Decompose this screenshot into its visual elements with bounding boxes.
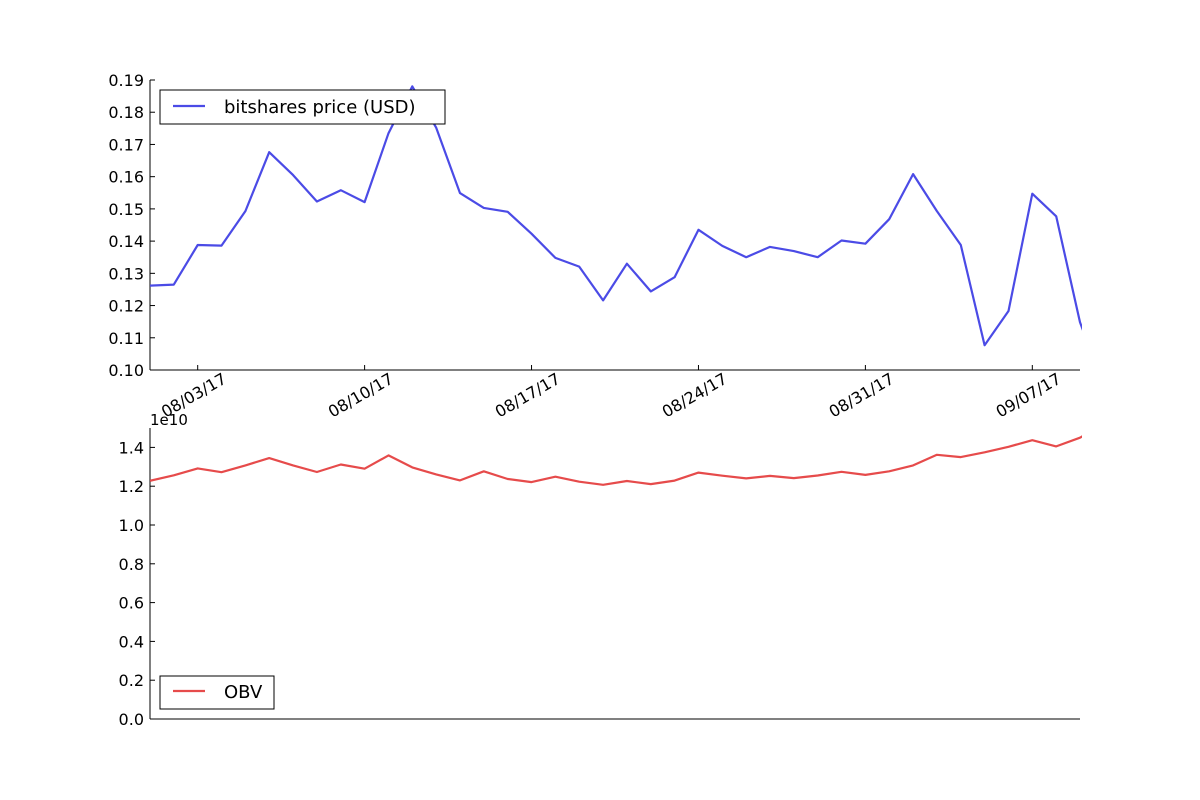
- obv-legend-label: OBV: [224, 682, 263, 703]
- y-tick-label: 1.0: [119, 516, 144, 535]
- y-tick-label: 1.2: [119, 477, 144, 496]
- price-panel: 0.10 0.11 0.12 0.13 0.14 0.15 0.16 0.17 0.18 0.19…: [108, 71, 1082, 421]
- y-tick-label: 0.19: [108, 71, 144, 90]
- x-tick-label: 08/31/17: [826, 369, 898, 421]
- obv-series-line: [150, 435, 1082, 486]
- obv-legend-box: [159, 675, 275, 710]
- x-tick-label: 08/24/17: [659, 369, 731, 421]
- y-tick-label: 0.17: [108, 135, 144, 154]
- y-tick-label: 0.0: [119, 710, 144, 729]
- x-tick-label: 09/07/17: [993, 369, 1065, 421]
- y-tick-label: 0.11: [108, 329, 144, 348]
- y-tick-label: 1.4: [119, 438, 144, 457]
- price-y-axis: 0.10 0.11 0.12 0.13 0.14 0.15 0.16 0.17 0.18 0.19: [108, 71, 155, 380]
- y-tick-label: 0.6: [119, 594, 144, 613]
- price-legend: bitshares price (USD): [159, 89, 446, 125]
- price-legend-label: bitshares price (USD): [224, 97, 416, 118]
- x-tick-label: 08/10/17: [325, 369, 397, 421]
- obv-y-axis: 0.0 0.2 0.4 0.6 0.8 1.0 1.2 1.4: [119, 438, 155, 729]
- y-tick-label: 0.4: [119, 632, 144, 651]
- y-tick-label: 0.13: [108, 264, 144, 283]
- y-tick-label: 0.18: [108, 103, 144, 122]
- price-x-axis: 08/03/17 08/10/17 08/17/17 08/24/17 08/31/17…: [158, 365, 1064, 421]
- price-legend-box: [159, 89, 446, 125]
- obv-panel: 0.0 0.2 0.4 0.6 0.8 1.0 1.2 1.4 1e10 OBV: [119, 411, 1082, 729]
- obv-offset-text: 1e10: [150, 411, 188, 429]
- y-tick-label: 0.10: [108, 361, 144, 380]
- price-series-line: [150, 85, 1082, 347]
- y-tick-label: 0.8: [119, 555, 144, 574]
- y-tick-label: 0.14: [108, 232, 144, 251]
- obv-legend: OBV: [159, 675, 275, 710]
- y-tick-label: 0.15: [108, 200, 144, 219]
- y-tick-label: 0.16: [108, 168, 144, 187]
- y-tick-label: 0.2: [119, 671, 144, 690]
- y-tick-label: 0.12: [108, 297, 144, 316]
- x-tick-label: 08/17/17: [492, 369, 564, 421]
